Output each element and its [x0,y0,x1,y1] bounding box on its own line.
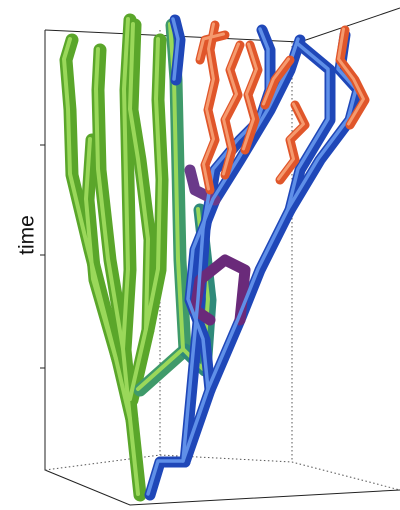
axis-label: time [16,215,39,255]
orange-tubes [199,24,366,190]
box-edge [44,30,400,506]
box-edge [44,454,400,491]
